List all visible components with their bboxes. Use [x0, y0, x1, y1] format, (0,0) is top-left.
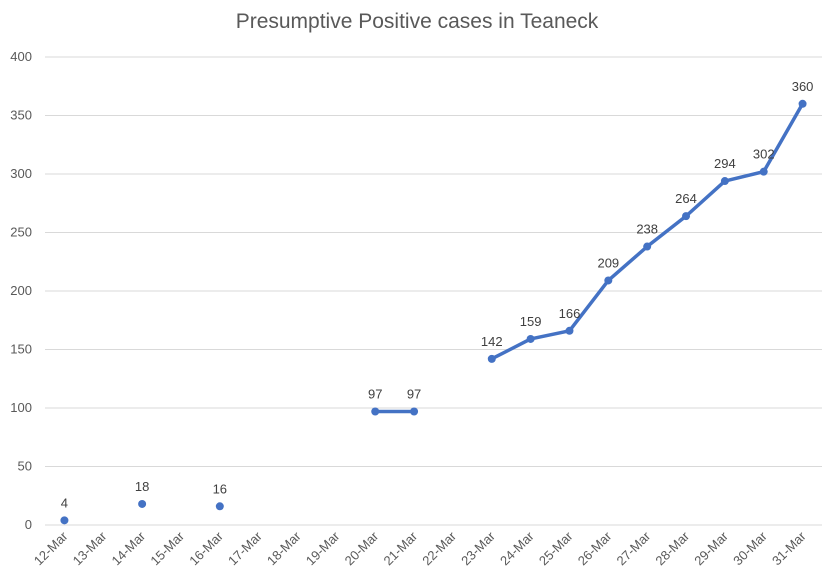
data-label: 209 — [597, 255, 619, 270]
x-tick-label: 19-Mar — [303, 528, 343, 568]
data-label: 16 — [213, 481, 227, 496]
y-tick-label: 100 — [10, 400, 32, 415]
data-label: 264 — [675, 191, 697, 206]
x-tick-label: 29-Mar — [691, 528, 731, 568]
y-tick-label: 150 — [10, 342, 32, 357]
data-point — [138, 499, 147, 508]
data-label: 238 — [636, 222, 658, 237]
x-tick-label: 28-Mar — [652, 528, 692, 568]
data-point — [487, 354, 496, 363]
data-point — [60, 516, 69, 525]
data-labels: 4 18 16 97 97 142 159 166 209 238 264 294 302 360 — [61, 79, 814, 511]
data-point — [410, 407, 419, 416]
x-tick-label: 12-Mar — [31, 528, 71, 568]
x-tick-label: 20-Mar — [342, 528, 382, 568]
data-label: 18 — [135, 479, 149, 494]
x-tick-label: 26-Mar — [575, 528, 615, 568]
x-tick-label: 25-Mar — [536, 528, 576, 568]
data-point — [643, 242, 652, 251]
chart-title: Presumptive Positive cases in Teaneck — [235, 10, 599, 33]
x-tick-label: 21-Mar — [380, 528, 420, 568]
data-label: 360 — [792, 79, 814, 94]
data-point — [215, 502, 224, 511]
x-tick-label: 13-Mar — [70, 528, 110, 568]
x-tick-label: 18-Mar — [264, 528, 304, 568]
y-tick-label: 300 — [10, 166, 32, 181]
y-tick-label: 200 — [10, 283, 32, 298]
x-tick-label: 31-Mar — [769, 528, 809, 568]
data-label: 166 — [559, 306, 581, 321]
data-point — [759, 167, 768, 176]
x-tick-label: 23-Mar — [458, 528, 498, 568]
y-tick-label: 350 — [10, 108, 32, 123]
data-label: 302 — [753, 147, 775, 162]
x-tick-label: 15-Mar — [147, 528, 187, 568]
y-tick-label: 0 — [25, 517, 32, 532]
data-label: 97 — [368, 387, 382, 402]
x-axis-tick-labels: 12-Mar 13-Mar 14-Mar 15-Mar 16-Mar 17-Mar 18-M… — [31, 528, 809, 568]
x-tick-label: 22-Mar — [419, 528, 459, 568]
x-tick-label: 24-Mar — [497, 528, 537, 568]
data-point — [682, 212, 691, 221]
x-tick-label: 17-Mar — [225, 528, 265, 568]
y-tick-label: 50 — [18, 459, 32, 474]
data-point — [565, 326, 574, 335]
data-point — [526, 334, 535, 343]
y-axis-tick-labels: 0 50 100 150 200 250 300 350 400 — [10, 49, 32, 532]
data-point — [720, 177, 729, 186]
series-lines — [373, 102, 805, 414]
data-label: 97 — [407, 387, 421, 402]
data-label: 4 — [61, 495, 68, 510]
y-tick-label: 400 — [10, 49, 32, 64]
data-point — [604, 276, 613, 285]
x-tick-label: 27-Mar — [614, 528, 654, 568]
x-tick-label: 14-Mar — [109, 528, 149, 568]
x-tick-label: 16-Mar — [186, 528, 226, 568]
gridlines — [45, 56, 822, 526]
data-label: 294 — [714, 156, 736, 171]
x-tick-label: 30-Mar — [730, 528, 770, 568]
y-tick-label: 250 — [10, 225, 32, 240]
data-label: 159 — [520, 314, 542, 329]
series-points — [60, 99, 807, 525]
data-label: 142 — [481, 334, 503, 349]
data-point — [798, 99, 807, 108]
data-point — [371, 407, 380, 416]
